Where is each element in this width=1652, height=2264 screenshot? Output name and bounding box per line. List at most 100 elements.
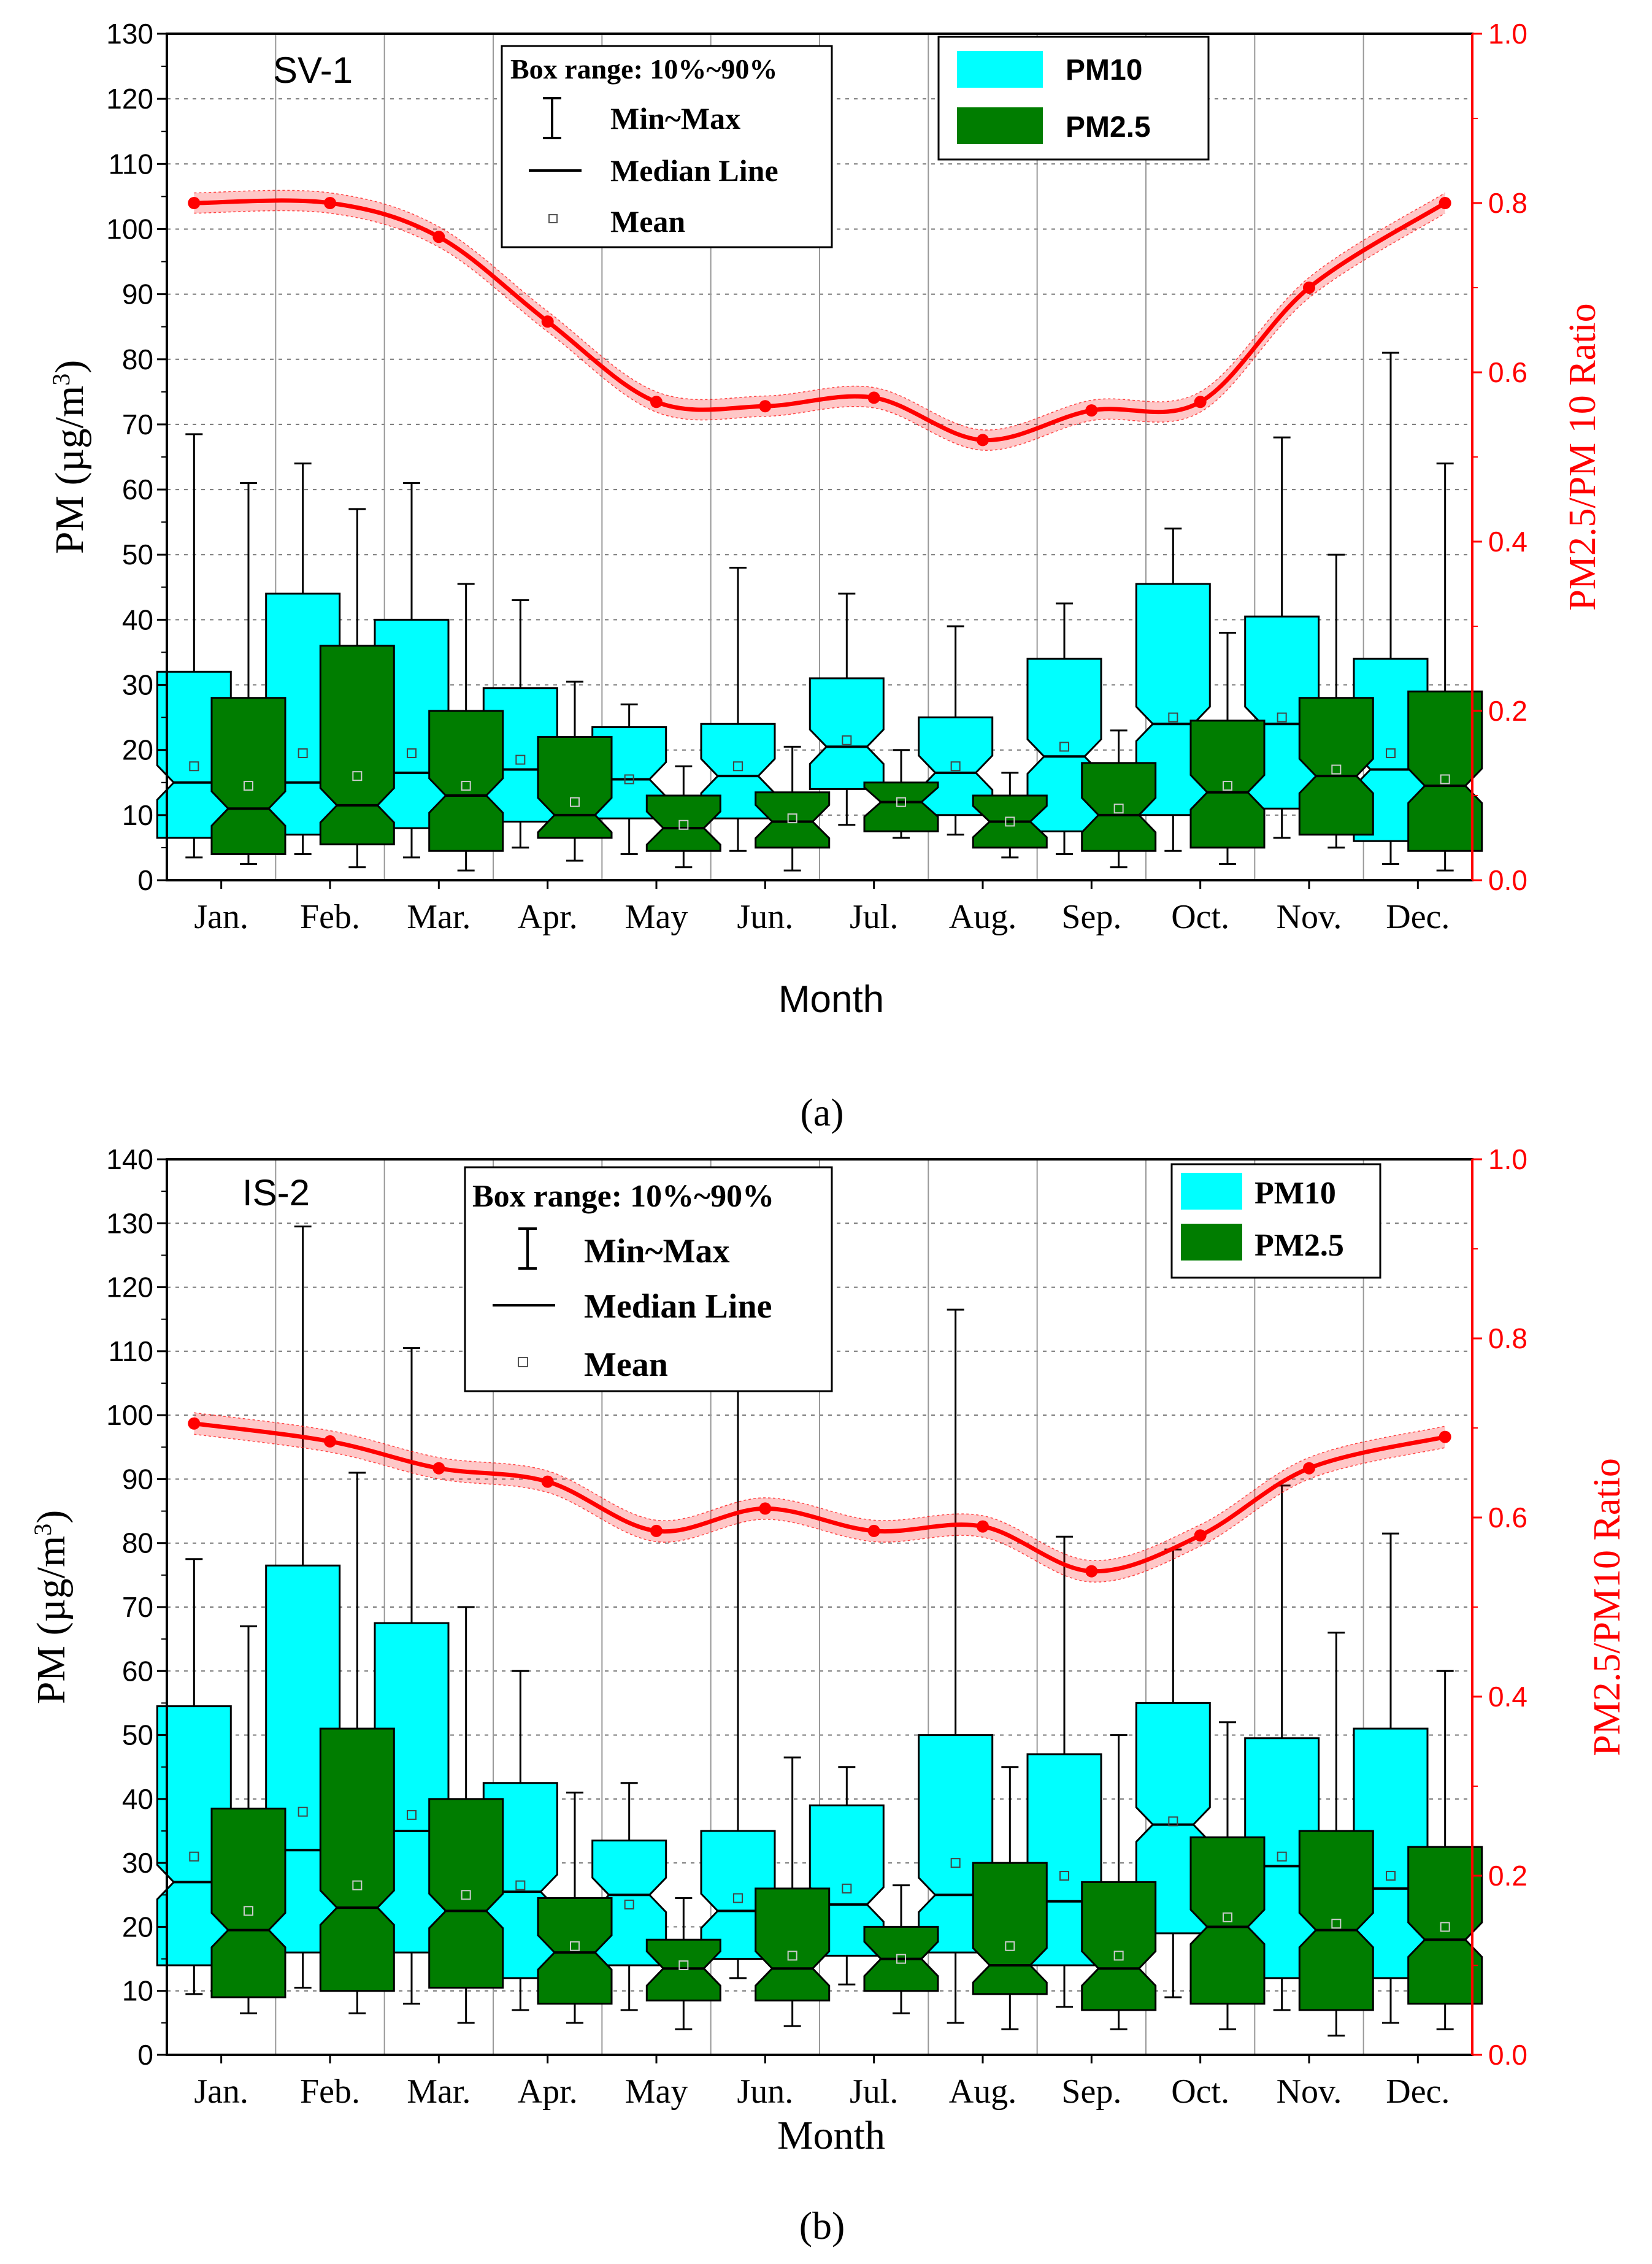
y-tick-label: 70 — [122, 1591, 153, 1623]
x-tick-label: Sep. — [1061, 898, 1121, 936]
box-body — [319, 1727, 395, 1992]
ratio-point — [541, 1475, 554, 1488]
mean-marker — [461, 1890, 471, 1900]
x-axis-ticks-a: Jan. Feb. Mar. Apr. May Jun. Jul. Aug. Sep. Oct. N… — [194, 880, 1450, 936]
pm25-box-feb — [319, 508, 395, 869]
x-tick-label: Dec. — [1386, 2073, 1450, 2111]
y2-tick-label: 0.0 — [1488, 2039, 1527, 2071]
site-label-b: IS-2 — [242, 1172, 310, 1213]
mean-marker — [733, 761, 743, 772]
y-tick-label: 20 — [122, 1911, 153, 1943]
x-tick-label: Oct. — [1171, 2073, 1229, 2111]
ratio-point — [759, 1502, 772, 1515]
x-tick-label: Jan. — [194, 2073, 248, 2111]
x-axis-label-a: Month — [778, 978, 884, 1021]
pm25-box-aug — [972, 772, 1048, 859]
mean-marker — [1331, 1919, 1342, 1929]
x-tick-label: May — [625, 2073, 688, 2111]
box-body — [972, 1862, 1048, 1995]
pm25-box-dec — [1407, 1670, 1483, 2030]
ratio-point — [650, 396, 663, 409]
box-body — [1407, 690, 1483, 852]
mean-marker — [678, 1960, 689, 1970]
y2-tick-label: 0.6 — [1488, 356, 1527, 388]
y-axis-label-a-prefix: PM (µg/m — [47, 386, 92, 554]
pm25-box-nov — [1298, 553, 1374, 849]
ratio-point — [1303, 1462, 1315, 1475]
y-tick-label: 10 — [122, 1975, 153, 2007]
ratio-point — [324, 197, 336, 209]
y2-tick-label: 1.0 — [1488, 1143, 1527, 1175]
y-tick-label: 60 — [122, 474, 153, 505]
pm25-box-oct — [1189, 632, 1266, 865]
mean-marker — [1223, 781, 1232, 791]
stats-legend-a: Box range: 10%~90% Min~Max Median Line M… — [501, 45, 833, 248]
y-tick-label: 120 — [106, 1272, 153, 1303]
pm25-box-jan — [210, 1625, 286, 2014]
pm25-box-jun — [755, 1756, 831, 2027]
y-tick-label: 100 — [106, 1399, 153, 1431]
ratio-band — [194, 1413, 1445, 1583]
left-axis-ticks-b: 0 10 20 30 40 50 60 70 80 90 100 110 120 130 140 — [106, 1143, 167, 2071]
x-tick-label: Mar. — [407, 898, 471, 936]
y2-tick-label: 0.0 — [1488, 864, 1527, 896]
y-axis-label-a: PM (µg/m3) — [47, 360, 92, 554]
mean-marker — [244, 1906, 253, 1916]
mean-marker — [896, 1954, 906, 1964]
stats-legend-box-b — [464, 1166, 833, 1392]
ratio-point — [1439, 197, 1451, 209]
y-axis-label-b-prefix: PM (µg/m — [29, 1536, 74, 1705]
pm25-box-jun — [755, 745, 831, 872]
pm25-box-apr — [537, 1791, 613, 2024]
y-tick-label: 30 — [122, 1847, 153, 1879]
mean-square-icon — [548, 214, 558, 223]
legend-pm25-swatch — [957, 107, 1043, 144]
mean-marker — [787, 813, 797, 824]
legend-mean-b: Mean — [584, 1346, 668, 1384]
mean-marker — [1223, 1912, 1232, 1922]
ratio-point — [432, 231, 445, 244]
mean-marker — [407, 748, 417, 758]
y2-tick-label: 0.8 — [1488, 1322, 1527, 1354]
pm25-box-jan — [210, 482, 286, 865]
stats-legend-b: Box range: 10%~90% Min~Max Median Line M… — [464, 1166, 833, 1392]
pm25-box-apr — [537, 680, 613, 862]
series-legend-b: PM10 PM2.5 — [1170, 1163, 1381, 1279]
pm25-box-nov — [1298, 1632, 1374, 2037]
mean-marker — [189, 1851, 199, 1862]
legend-mean-a: Mean — [610, 204, 685, 239]
y-axis-label-b: PM (µg/m3) — [29, 1510, 74, 1705]
mean-marker — [1440, 774, 1450, 785]
legend-minmax-a: Min~Max — [610, 101, 740, 136]
mean-marker — [842, 735, 852, 745]
x-tick-label: Apr. — [518, 2073, 578, 2111]
panel-caption-b: (b) — [799, 2204, 845, 2247]
y-tick-label: 70 — [122, 409, 153, 440]
x-tick-label: Dec. — [1386, 898, 1450, 936]
mean-marker — [842, 1883, 852, 1894]
ratio-line — [193, 1421, 1446, 1574]
y2-tick-label: 1.0 — [1488, 18, 1527, 50]
y2-tick-label: 0.2 — [1488, 1860, 1527, 1892]
x-tick-label: Aug. — [949, 898, 1016, 936]
mean-marker — [624, 774, 634, 785]
box-body — [755, 791, 831, 849]
legend-pm10-label-b: PM10 — [1254, 1176, 1336, 1211]
ratio-band-lower — [194, 210, 1446, 451]
ratio-point — [650, 1524, 663, 1537]
ratio-point — [1194, 396, 1207, 409]
box-body — [755, 1887, 831, 2001]
mean-marker — [570, 797, 580, 807]
pm25-box-mar — [428, 583, 504, 872]
mean-marker — [298, 748, 308, 758]
mean-marker — [461, 781, 471, 791]
y-tick-label: 20 — [122, 734, 153, 766]
pm25-box-sep — [1081, 729, 1157, 869]
ratio-point — [977, 434, 989, 447]
mean-marker — [950, 1858, 961, 1868]
mean-marker — [1059, 1871, 1069, 1881]
legend-median-b: Median Line — [584, 1287, 772, 1326]
x-tick-label: Feb. — [300, 898, 360, 936]
pm25-box-may — [645, 765, 721, 869]
pm25-box-jul — [863, 749, 939, 839]
